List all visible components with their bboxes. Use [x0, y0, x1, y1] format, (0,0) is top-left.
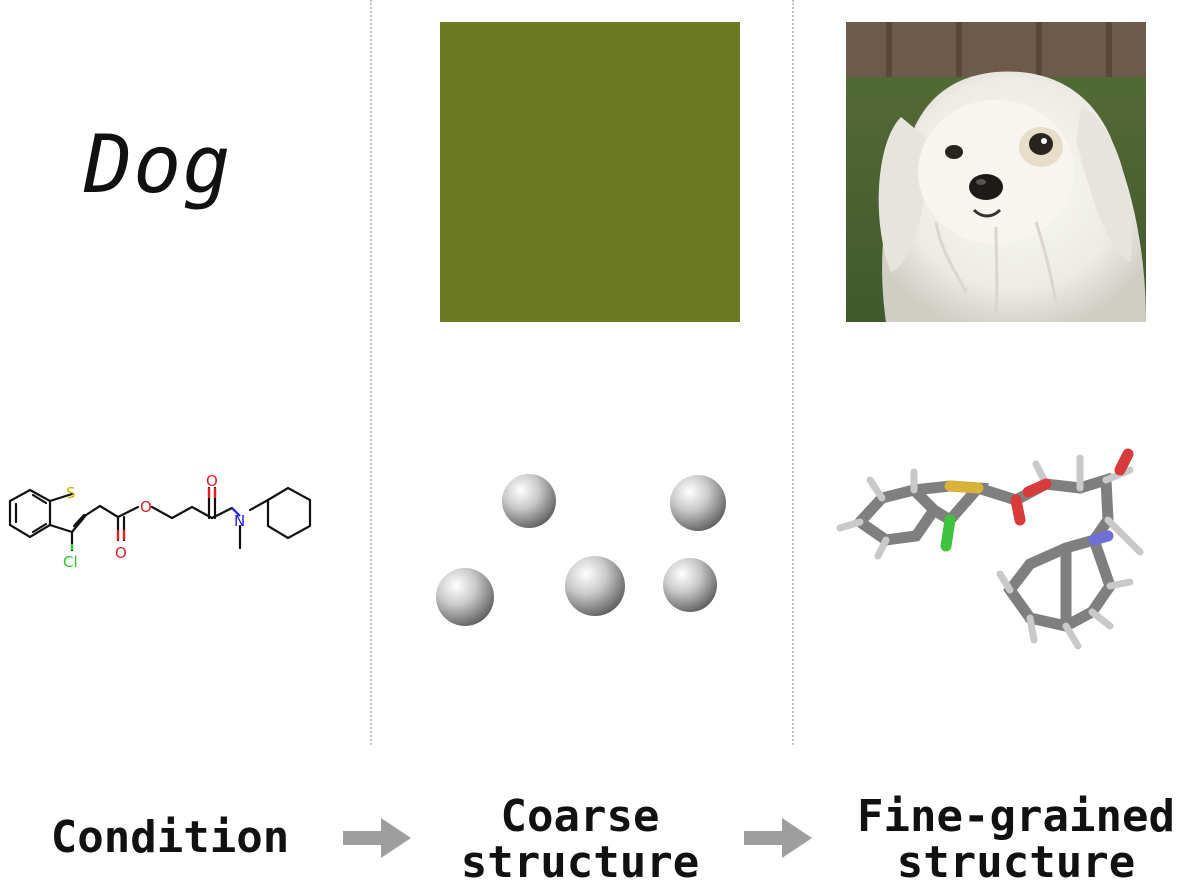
column-divider-left [370, 0, 372, 745]
arrow-right-icon [343, 818, 411, 858]
carbonyl-oxygen-label: O [115, 544, 127, 562]
coarse-image-square [440, 22, 740, 322]
column-divider-right [792, 0, 794, 745]
arrow-right-icon [744, 818, 812, 858]
sphere [663, 558, 717, 612]
molecule-3d-structure [836, 448, 1144, 650]
sulfur-atom-label: S [66, 484, 76, 502]
ester-oxygen-label: O [140, 498, 152, 516]
chlorine-atom-label: Cl [63, 553, 78, 571]
condition-label-text: Condition [50, 812, 290, 863]
condition-text: Dog [84, 118, 232, 211]
fine-grained-structure-label: Fine-grained structure [836, 794, 1196, 886]
coarse-spheres [436, 474, 726, 626]
coarse-structure-label: Coarse structure [420, 794, 740, 886]
sphere [670, 475, 726, 531]
molecule-2d-structure: S Cl O O O N [8, 472, 312, 571]
sphere [436, 568, 494, 626]
fine-label-line1: Fine-grained [857, 791, 1175, 842]
amide-oxygen-label: O [206, 472, 218, 490]
nitrogen-atom-label: N [234, 512, 245, 530]
fine-label-line2: structure [896, 837, 1136, 888]
dog-photo [846, 22, 1146, 322]
coarse-label-line1: Coarse [500, 791, 660, 842]
coarse-label-line2: structure [460, 837, 700, 888]
condition-label: Condition [25, 815, 315, 861]
sphere [565, 556, 625, 616]
sphere [502, 474, 556, 528]
